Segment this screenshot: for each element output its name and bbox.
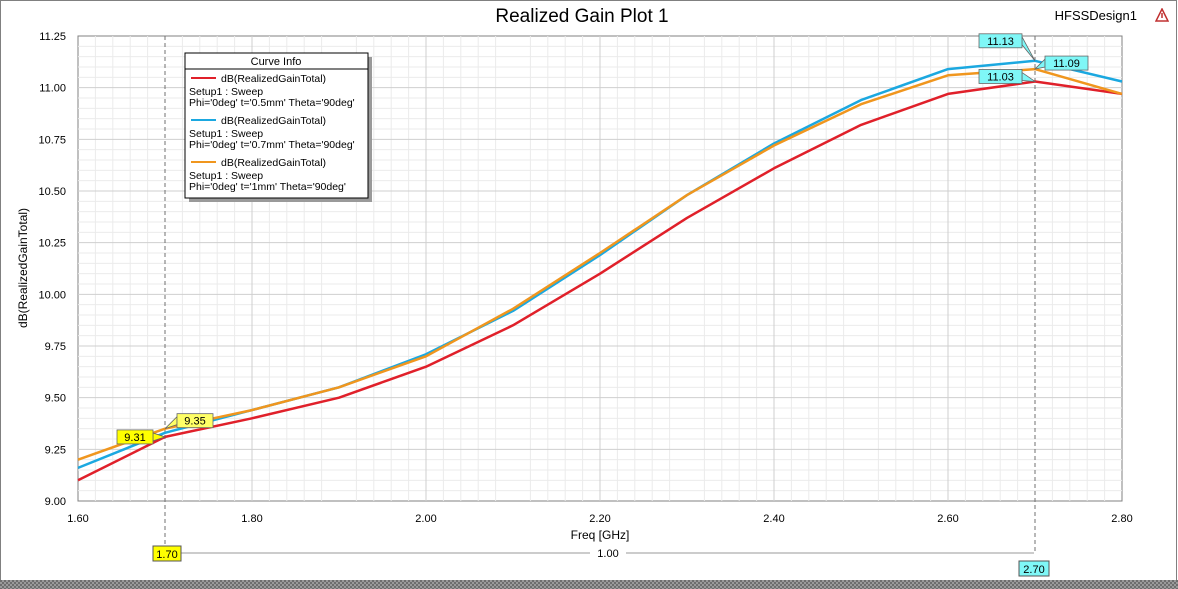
marker-lines: [164, 36, 1036, 553]
marker-value-box: [116, 429, 154, 445]
bottom-frame-strip: [0, 580, 1178, 589]
corner-triangle-icon[interactable]: [1155, 8, 1169, 22]
marker-value-labels: 9.31 9.35 11.13 11.09 11.03: [116, 33, 1089, 445]
x-tick-label: 2.80: [1111, 513, 1132, 525]
y-axis-label: dB(RealizedGainTotal): [16, 208, 30, 328]
x-tick-label: 2.20: [589, 513, 610, 525]
marker-x1-tag[interactable]: 1.70: [152, 545, 182, 562]
series-line-1[interactable]: [77, 80, 1123, 482]
legend-entry-1-line2: Setup1 : Sweep: [189, 86, 263, 98]
marker-value-1[interactable]: 9.31: [116, 429, 167, 445]
marker-value-box: [1044, 55, 1089, 71]
marker-value-text: 9.35: [184, 416, 205, 428]
legend-entry-1-name: dB(RealizedGainTotal): [221, 73, 326, 85]
legend-entry-3-line2: Setup1 : Sweep: [189, 170, 263, 182]
y-tick-label: 9.50: [45, 393, 66, 405]
marker-x2-label: 2.70: [1023, 564, 1044, 576]
legend-entry-3-line3: Phi='0deg' t='1mm' Theta='90deg': [189, 181, 346, 193]
marker-value-text: 11.13: [987, 36, 1014, 48]
marker-value-4[interactable]: 11.09: [1033, 55, 1089, 71]
legend-entry-2-line2: Setup1 : Sweep: [189, 128, 263, 140]
legend-entry-3-name: dB(RealizedGainTotal): [221, 157, 326, 169]
x-axis-label: Freq [GHz]: [571, 528, 630, 542]
marker-value-2[interactable]: 9.35: [164, 413, 214, 430]
series-group: [77, 59, 1123, 482]
marker-value-box: [978, 33, 1023, 49]
marker-value-text: 9.31: [124, 432, 145, 444]
y-tick-label: 10.75: [38, 134, 66, 146]
marker-x2-tag[interactable]: 2.70: [1018, 560, 1050, 577]
x-tick-label: 1.60: [67, 513, 88, 525]
delta-label-bg: [590, 546, 626, 560]
y-tick-label: 9.25: [45, 444, 66, 456]
y-tick-label: 9.00: [45, 496, 66, 508]
marker-x2-tag-box: [1018, 560, 1050, 577]
chart-title: Realized Gain Plot 1: [495, 6, 668, 27]
marker-x1-label: 1.70: [156, 549, 177, 561]
legend-entry-2-line3: Phi='0deg' t='0.7mm' Theta='90deg': [189, 139, 355, 151]
y-tick-label: 11.25: [39, 31, 66, 43]
marker-x1-tag-box: [152, 545, 182, 562]
marker-readout: 1.00 1.70 2.70: [152, 545, 1050, 577]
marker-value-3[interactable]: 11.13: [978, 33, 1036, 62]
x-tick-label: 2.40: [763, 513, 784, 525]
series-line-3[interactable]: [77, 67, 1123, 461]
marker-value-text: 11.03: [987, 71, 1014, 83]
marker-value-text: 11.09: [1053, 58, 1080, 70]
y-tick-label: 10.50: [38, 186, 66, 198]
marker-value-box: [176, 413, 214, 429]
y-axis-ticks: 9.00 9.25 9.50 9.75 10.00 10.25 10.50 10.75 11.0…: [38, 31, 66, 508]
design-name: HFSSDesign1: [1055, 8, 1137, 23]
y-tick-label: 9.75: [45, 341, 66, 353]
y-tick-label: 10.00: [38, 289, 66, 301]
legend-entry-1-line3: Phi='0deg' t='0.5mm' Theta='90deg': [189, 97, 355, 109]
x-tick-label: 2.60: [937, 513, 958, 525]
legend-entry-2-name: dB(RealizedGainTotal): [221, 115, 326, 127]
legend-title: Curve Info: [251, 56, 302, 68]
x-axis-ticks: 1.60 1.80 2.00 2.20 2.40 2.60 2.80: [67, 513, 1132, 525]
marker-value-box: [978, 69, 1023, 84]
delta-label: 1.00: [597, 548, 618, 560]
marker-value-5[interactable]: 11.03: [978, 69, 1037, 84]
legend[interactable]: Curve Info dB(RealizedGainTotal) Setup1 …: [184, 52, 372, 202]
y-tick-label: 11.00: [39, 83, 66, 95]
x-tick-label: 1.80: [241, 513, 262, 525]
x-tick-label: 2.00: [415, 513, 436, 525]
y-tick-label: 10.25: [38, 238, 66, 250]
